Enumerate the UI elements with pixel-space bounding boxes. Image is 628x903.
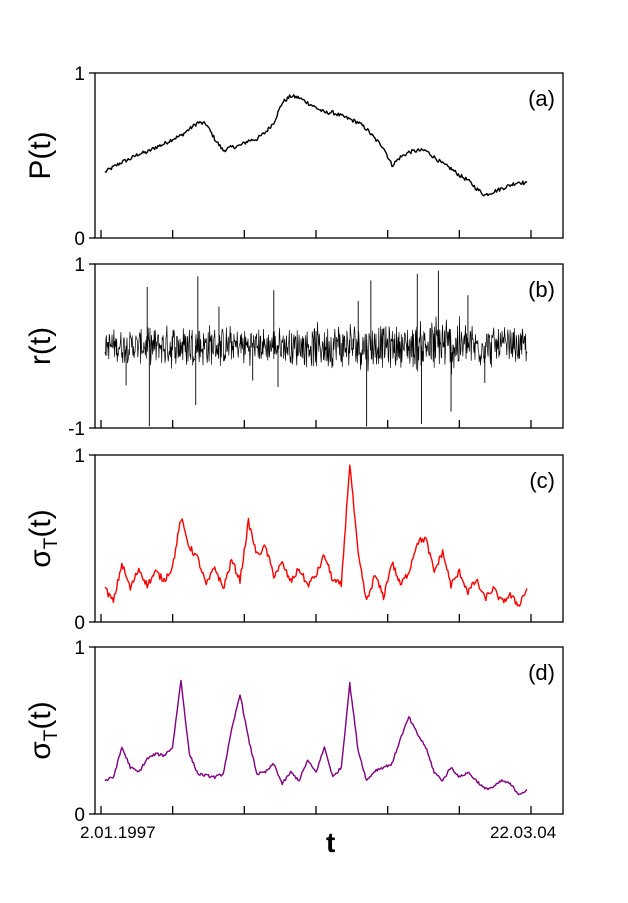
panel-3: 0 1 (d) σT(t): [24, 638, 564, 826]
series-line: [104, 679, 528, 796]
plot-frame: [94, 646, 564, 815]
series-line: [104, 464, 528, 607]
y-tick-label: 0: [74, 805, 85, 826]
x-axis-label: t: [326, 827, 335, 858]
plot-frame: [94, 454, 564, 623]
panel-1: -1 1 (b) r(t): [24, 255, 564, 440]
y-axis-label: P(t): [24, 131, 57, 179]
plot-frame: [94, 72, 564, 239]
panels: 0 1 (a) P(t) -1 1 (b) r(t) 0 1 (c) σT(t) 0 1 (d) σT(t): [24, 64, 564, 826]
y-tick-label: 1: [74, 446, 85, 467]
panel-label: (a): [528, 86, 555, 111]
x-axis-end-label: 22.03.04: [490, 823, 556, 842]
y-tick-label: 0: [74, 229, 85, 250]
y-axis-label: σT(t): [24, 509, 62, 567]
panel-2: 0 1 (c) σT(t): [24, 446, 564, 634]
y-tick-label: 1: [74, 255, 85, 276]
y-tick-label: 1: [74, 638, 85, 659]
x-axis-start-label: 2.01.1997: [80, 823, 156, 842]
panel-0: 0 1 (a) P(t): [24, 64, 564, 250]
y-axis-label: σT(t): [24, 701, 62, 759]
y-tick-label: 1: [74, 64, 85, 85]
series-line: [104, 316, 528, 375]
panel-label: (c): [529, 468, 555, 493]
panel-label: (d): [528, 660, 555, 685]
y-tick-label: -1: [68, 419, 85, 440]
series-line: [104, 94, 528, 197]
panel-label: (b): [528, 277, 555, 302]
plot-frame: [94, 263, 564, 429]
y-tick-label: 0: [74, 613, 85, 634]
y-axis-label: r(t): [24, 327, 57, 365]
